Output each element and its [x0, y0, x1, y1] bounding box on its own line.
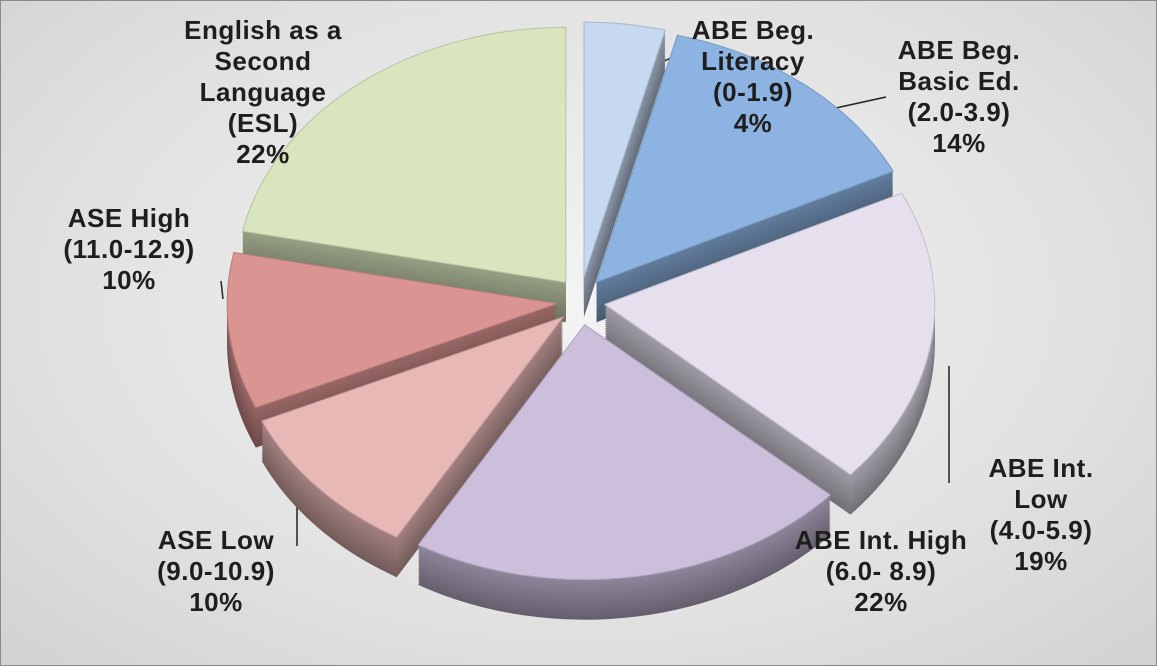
slice [583, 21, 666, 278]
value-label: 22% [236, 139, 290, 169]
category-label: ABE Beg. Basic Ed. (2.0-3.9) [897, 35, 1021, 127]
slice [226, 251, 558, 409]
slice [417, 324, 832, 581]
slice-label: ASE Low (9.0-10.9) 10% [157, 525, 275, 618]
category-label: ASE Low (9.0-10.9) [157, 525, 275, 586]
leader-line [220, 280, 224, 300]
slice [261, 316, 565, 538]
slice-label: ABE Beg. Basic Ed. (2.0-3.9) 14% [898, 35, 1020, 159]
slices [226, 21, 936, 620]
slice-label: ABE Int. High (6.0- 8.9) 22% [795, 525, 968, 618]
value-label: 10% [189, 587, 243, 617]
slice [603, 192, 936, 476]
category-label: ABE Int. Low (4.0-5.9) [988, 453, 1094, 545]
value-label: 19% [1014, 546, 1068, 576]
slice-label: English as a Second Language (ESL) 22% [184, 15, 342, 170]
category-label: ABE Beg. Literacy (0-1.9) [691, 15, 815, 107]
slice-label: ABE Int. Low (4.0-5.9) 19% [984, 453, 1099, 577]
value-label: 22% [854, 587, 908, 617]
value-label: 10% [102, 265, 156, 295]
value-label: 14% [932, 128, 986, 158]
slice [595, 34, 894, 284]
slice-label: ASE High (11.0-12.9) 10% [63, 203, 194, 296]
slice [241, 26, 567, 283]
slice-label: ABE Beg. Literacy (0-1.9) 4% [692, 15, 814, 139]
value-label: 4% [733, 108, 773, 138]
category-label: ABE Int. High (6.0- 8.9) [794, 525, 968, 586]
category-label: English as a Second Language (ESL) [184, 15, 342, 138]
category-label: ASE High (11.0-12.9) [63, 203, 195, 264]
